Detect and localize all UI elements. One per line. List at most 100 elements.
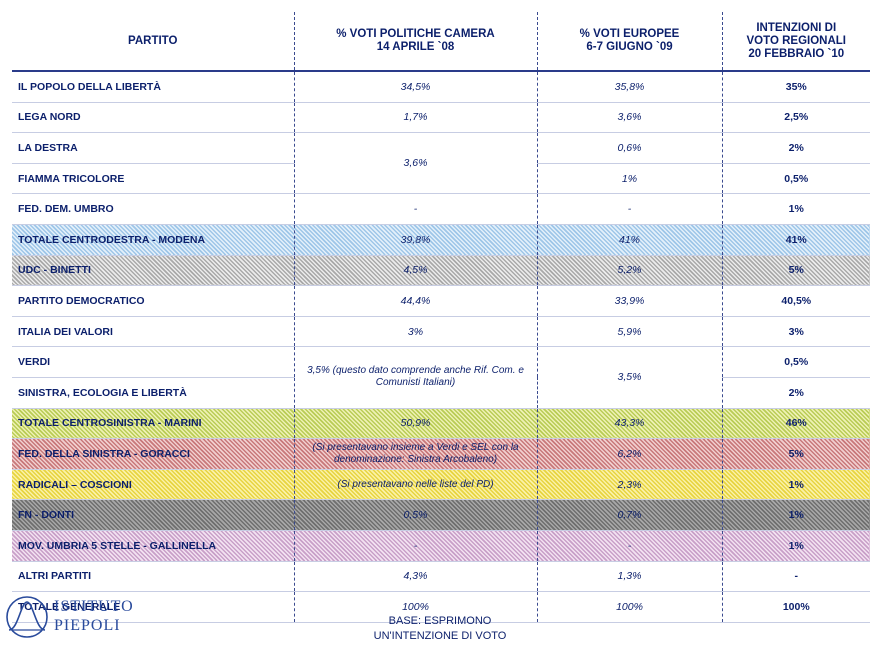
table-row-total-centrodestra: TOTALE CENTRODESTRA - MODENA 39,8% 41% 4… [12, 224, 870, 256]
value-europee: 5,2% [536, 255, 722, 287]
value-regionali: 2% [721, 132, 870, 164]
party-name: LA DESTRA [12, 132, 294, 164]
party-name: ITALIA DEI VALORI [12, 316, 294, 348]
value-regionali: 35% [721, 71, 870, 103]
istituto-piepoli-logo: ISTITUTO PIEPOLI [4, 592, 174, 644]
value-politiche: 44,4% [293, 285, 537, 317]
table-row: LA DESTRA 3,6% 0,6% 2% [12, 132, 870, 195]
value-politiche-note: 3,5% (questo dato comprende anche Rif. C… [293, 346, 537, 409]
value-europee: 35,8% [536, 71, 722, 103]
value-regionali: 1% [721, 469, 870, 501]
value-europee: 3,6% [536, 102, 722, 134]
table-row: SINISTRA, ECOLOGIA E LIBERTÀ 2% [12, 377, 870, 409]
value-politiche: 50,9% [293, 408, 537, 440]
value-europee: 6,2% [536, 438, 722, 470]
value-politiche: 1,7% [293, 102, 537, 134]
value-europee: 33,9% [536, 285, 722, 317]
value-europee: 1% [536, 163, 722, 195]
table-row: IL POPOLO DELLA LIBERTÀ 34,5% 35,8% 35% [12, 71, 870, 103]
footer-line: UN'INTENZIONE DI VOTO [373, 630, 507, 642]
value-politiche: 3% [293, 316, 537, 348]
table-row: FED. DEM. UMBRO - - 1% [12, 193, 870, 225]
value-regionali: 2,5% [721, 102, 870, 134]
value-europee: 41% [536, 224, 722, 256]
value-regionali: 40,5% [721, 285, 870, 317]
value-europee: 0,6% [536, 132, 722, 164]
table-row: ITALIA DEI VALORI 3% 5,9% 3% [12, 316, 870, 348]
table-row-total-centrosinistra: TOTALE CENTROSINISTRA - MARINI 50,9% 43,… [12, 408, 870, 440]
value-europee: - [536, 530, 722, 562]
value-regionali: 41% [721, 224, 870, 256]
value-regionali: 5% [721, 255, 870, 287]
table-row-total: TOTALE GENERALE 100% 100% 100% [12, 591, 870, 623]
table-row: VERDI 3,5% (questo dato comprende anche … [12, 346, 870, 409]
logo-text: ISTITUTO [54, 598, 134, 615]
party-name: IL POPOLO DELLA LIBERTÀ [12, 71, 294, 103]
header-politiche: % VOTI POLITICHE CAMERA 14 APRILE `08 [293, 12, 537, 72]
party-name: RADICALI – COSCIONI [12, 469, 294, 501]
header-party: PARTITO [12, 12, 294, 72]
header-row: PARTITO % VOTI POLITICHE CAMERA 14 APRILE… [12, 12, 870, 72]
value-politiche: - [293, 193, 537, 225]
header-regionali: INTENZIONI DI VOTO REGIONALI 20 FEBBRAIO `… [721, 12, 870, 72]
value-regionali: 3% [721, 316, 870, 348]
value-regionali: 0,5% [721, 346, 870, 378]
party-name: FN - DONTI [12, 499, 294, 531]
footer-line: BASE: ESPRIMONO [388, 615, 492, 627]
header-europee: % VOTI EUROPEE 6-7 GIUGNO `09 [536, 12, 722, 72]
value-europee: 2,3% [536, 469, 722, 501]
party-name: MOV. UMBRIA 5 STELLE - GALLINELLA [12, 530, 294, 562]
value-politiche: - [293, 530, 537, 562]
party-name: FED. DEM. UMBRO [12, 193, 294, 225]
value-europee: 5,9% [536, 316, 722, 348]
value-politiche-note: (Si presentavano insieme a Verdi e SEL c… [293, 438, 537, 470]
value-politiche: 39,8% [293, 224, 537, 256]
table-row: LEGA NORD 1,7% 3,6% 2,5% [12, 102, 870, 134]
value-regionali: 1% [721, 499, 870, 531]
table-row: FIAMMA TRICOLORE 1% 0,5% [12, 163, 870, 195]
value-europee: - [536, 193, 722, 225]
table-row: ALTRI PARTITI 4,3% 1,3% - [12, 561, 870, 593]
table-row-radicali: RADICALI – COSCIONI (Si presentavano nel… [12, 469, 870, 501]
logo-text: PIEPOLI [54, 617, 121, 634]
value-politiche: 4,3% [293, 561, 537, 593]
table-row-m5s: MOV. UMBRIA 5 STELLE - GALLINELLA - - 1% [12, 530, 870, 562]
party-name: PARTITO DEMOCRATICO [12, 285, 294, 317]
footer-note: BASE: ESPRIMONO UN'INTENZIONE DI VOTO [300, 614, 580, 644]
value-europee: 43,3% [536, 408, 722, 440]
value-politiche: 0,5% [293, 499, 537, 531]
value-europee: 0,7% [536, 499, 722, 531]
value-regionali: 0,5% [721, 163, 870, 195]
poll-table: PARTITO % VOTI POLITICHE CAMERA 14 APRILE… [12, 12, 870, 623]
party-name: UDC - BINETTI [12, 255, 294, 287]
table-row: PARTITO DEMOCRATICO 44,4% 33,9% 40,5% [12, 285, 870, 317]
value-politiche: 4,5% [293, 255, 537, 287]
party-name: TOTALE CENTRODESTRA - MODENA [12, 224, 294, 256]
party-name: LEGA NORD [12, 102, 294, 134]
value-regionali: 100% [721, 591, 870, 623]
value-regionali: 1% [721, 193, 870, 225]
value-regionali: 2% [721, 377, 870, 409]
value-regionali: 1% [721, 530, 870, 562]
party-name: SINISTRA, ECOLOGIA E LIBERTÀ [12, 377, 294, 409]
value-regionali: - [721, 561, 870, 593]
bell-curve-logo-icon [6, 596, 48, 638]
party-name: FIAMMA TRICOLORE [12, 163, 294, 195]
party-name: VERDI [12, 346, 294, 378]
value-europee: 3,5% [536, 346, 722, 409]
value-politiche: 34,5% [293, 71, 537, 103]
table-row-sinistra: FED. DELLA SINISTRA - GORACCI (Si presen… [12, 438, 870, 470]
value-regionali: 46% [721, 408, 870, 440]
party-name: ALTRI PARTITI [12, 561, 294, 593]
party-name: FED. DELLA SINISTRA - GORACCI [12, 438, 294, 470]
party-name: TOTALE GENERALE [12, 591, 294, 623]
party-name: TOTALE CENTROSINISTRA - MARINI [12, 408, 294, 440]
value-politiche-note: (Si presentavano nelle liste del PD) [293, 469, 537, 501]
value-regionali: 5% [721, 438, 870, 470]
table-row-fn: FN - DONTI 0,5% 0,7% 1% [12, 499, 870, 531]
table-row-udc: UDC - BINETTI 4,5% 5,2% 5% [12, 255, 870, 287]
value-politiche: 100% [293, 591, 537, 623]
value-europee: 1,3% [536, 561, 722, 593]
value-europee: 100% [536, 591, 722, 623]
value-politiche: 3,6% [293, 132, 537, 195]
